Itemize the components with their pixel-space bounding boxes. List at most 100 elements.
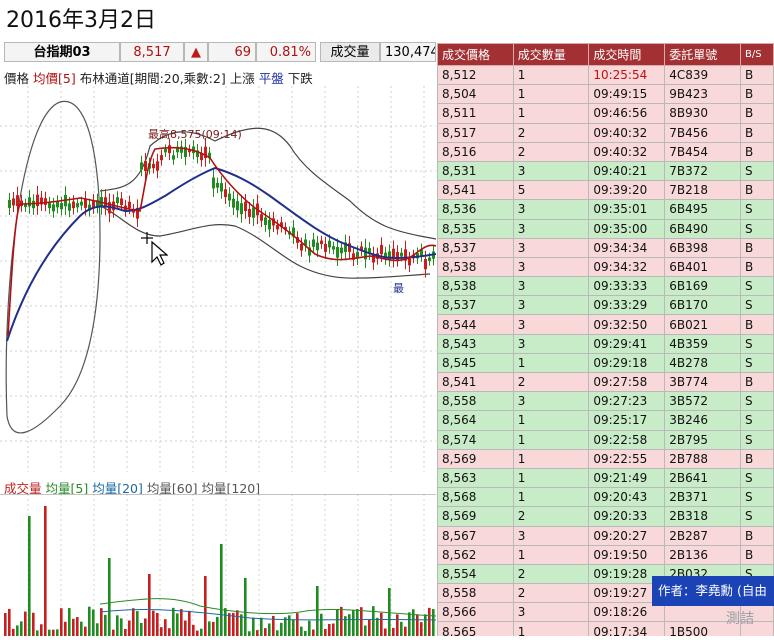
- trade-row[interactable]: 8,545 1 09:29:18 4B278 S: [437, 352, 774, 374]
- trade-row[interactable]: 8,531 3 09:40:21 7B372 S: [437, 160, 774, 182]
- trade-qty: 1: [512, 429, 590, 450]
- candle-body: [248, 208, 251, 217]
- volume-bar: [48, 629, 51, 636]
- volume-bar: [164, 619, 167, 636]
- trade-side: B: [740, 103, 774, 124]
- trade-row[interactable]: 8,564 1 09:25:17 3B246 S: [437, 410, 774, 431]
- volume-bar: [368, 619, 371, 636]
- candle-body: [332, 246, 335, 250]
- trade-row[interactable]: 8,569 1 09:22:55 2B788 B: [437, 448, 774, 469]
- trade-row[interactable]: 8,568 1 09:20:43 2B371 S: [437, 487, 774, 508]
- trade-row[interactable]: 8,535 3 09:35:00 6B490 S: [437, 218, 774, 239]
- trade-side: B: [740, 371, 774, 393]
- trade-row[interactable]: 8,544 3 09:32:50 6B021 B: [437, 314, 774, 335]
- volume-bar: [252, 617, 255, 636]
- trade-time: 09:33:29: [588, 295, 666, 316]
- candle-body: [240, 203, 243, 215]
- trade-row[interactable]: 8,558 3 09:27:23 3B572 S: [437, 391, 774, 412]
- volume-bar: [412, 609, 415, 636]
- trade-row[interactable]: 8,511 1 09:46:56 8B930 B: [437, 103, 774, 124]
- volume-grid: [0, 493, 436, 636]
- candle-body: [352, 253, 355, 260]
- volume-bar: [332, 623, 335, 636]
- volume-bar: [396, 614, 399, 636]
- trade-qty: 1: [512, 544, 590, 565]
- trade-row[interactable]: 8,567 3 09:20:27 2B287 B: [437, 525, 774, 546]
- symbol-name[interactable]: 台指期03: [4, 42, 120, 62]
- last-price: 8,517: [120, 42, 184, 62]
- trade-row[interactable]: 8,538 3 09:34:32 6B401 B: [437, 256, 774, 278]
- volume-bar: [320, 613, 323, 636]
- trade-order-id: 8B930: [664, 103, 742, 124]
- volume-bar: [8, 608, 11, 636]
- trade-time: 09:18:26: [588, 602, 666, 623]
- trade-row[interactable]: 8,541 5 09:39:20 7B218 B: [437, 180, 774, 201]
- trade-order-id: 3B246: [664, 410, 742, 431]
- volume-chart[interactable]: [0, 493, 437, 636]
- candle-body: [200, 153, 203, 161]
- col-header-price[interactable]: 成交價格: [437, 43, 514, 66]
- volume-bar: [96, 623, 99, 636]
- trade-row[interactable]: 8,536 3 09:35:01 6B495 S: [437, 199, 774, 220]
- trade-price: 8,567: [437, 525, 514, 546]
- trade-side: B: [740, 84, 774, 105]
- trade-side: S: [740, 506, 774, 527]
- candle-body: [216, 182, 219, 188]
- trade-qty: 1: [512, 410, 590, 431]
- candle-body: [392, 248, 395, 260]
- trade-order-id: 6B170: [664, 295, 742, 316]
- trade-row[interactable]: 8,517 2 09:40:32 7B456 B: [437, 122, 774, 143]
- trade-time: 09:34:32: [588, 256, 666, 278]
- trade-price: 8,541: [437, 371, 514, 393]
- candle-body: [260, 214, 263, 221]
- col-header-time[interactable]: 成交時間: [588, 43, 666, 66]
- candle-body: [400, 252, 403, 257]
- trade-row[interactable]: 8,541 2 09:27:58 3B774 B: [437, 371, 774, 393]
- candle-body: [368, 248, 371, 254]
- volume-bar: [244, 578, 247, 636]
- trade-ticker-panel[interactable]: 成交價格 成交數量 成交時間 委託單號 B/S 8,512 1 10:25:54 4C…: [437, 43, 774, 636]
- trade-row[interactable]: 8,537 3 09:34:34 6B398 B: [437, 237, 774, 258]
- volume-bar: [432, 609, 435, 636]
- trade-qty: 3: [512, 333, 590, 354]
- col-header-bs[interactable]: B/S: [740, 43, 774, 66]
- col-header-qty[interactable]: 成交數量: [512, 43, 590, 66]
- trade-row[interactable]: 8,566 3 09:18:26: [437, 602, 774, 623]
- trade-qty: 3: [512, 199, 590, 220]
- trade-row[interactable]: 8,574 1 09:22:58 2B795 S: [437, 429, 774, 450]
- trade-time: 09:19:28: [588, 563, 666, 585]
- trade-row[interactable]: 8,543 3 09:29:41 4B359 S: [437, 333, 774, 354]
- trade-order-id: 7B218: [664, 180, 742, 201]
- trade-price: 8,538: [437, 256, 514, 278]
- trade-row[interactable]: 8,563 1 09:21:49 2B641 S: [437, 467, 774, 489]
- trade-order-id: 6B021: [664, 314, 742, 335]
- volume-label: 成交量: [320, 42, 380, 62]
- volume-bar: [308, 620, 311, 636]
- trade-row[interactable]: 8,565 1 09:17:34 1B500: [437, 621, 774, 636]
- candle-body: [88, 204, 91, 211]
- trade-row[interactable]: 8,562 1 09:19:50 2B136 B: [437, 544, 774, 565]
- trade-row[interactable]: 8,512 1 10:25:54 4C839 B: [437, 64, 774, 86]
- candle-body: [272, 218, 275, 226]
- trade-price: 8,531: [437, 160, 514, 182]
- trade-row[interactable]: 8,569 2 09:20:33 2B318 S: [437, 506, 774, 527]
- trade-side: B: [740, 122, 774, 143]
- col-header-order-id[interactable]: 委託單號: [664, 43, 742, 66]
- trade-row[interactable]: 8,538 3 09:33:33 6B169 S: [437, 276, 774, 297]
- trade-price: 8,566: [437, 602, 514, 623]
- trade-order-id: 6B398: [664, 237, 742, 258]
- volume-bar: [240, 614, 243, 636]
- price-chart[interactable]: 最高8,575(09:14) 最: [0, 86, 437, 472]
- trade-qty: 1: [512, 64, 590, 86]
- low-annotation: 最: [393, 282, 404, 295]
- volume-bar: [356, 609, 359, 636]
- trade-row[interactable]: 8,537 3 09:33:29 6B170 S: [437, 295, 774, 316]
- candle-body: [180, 146, 183, 153]
- trade-price: 8,564: [437, 410, 514, 431]
- volume-bar: [68, 608, 71, 636]
- trade-row[interactable]: 8,516 2 09:40:32 7B454 B: [437, 141, 774, 162]
- bollinger-outer-band: [5, 100, 101, 434]
- trade-order-id: 7B372: [664, 160, 742, 182]
- candle-body: [52, 204, 55, 212]
- trade-row[interactable]: 8,504 1 09:49:15 9B423 B: [437, 84, 774, 105]
